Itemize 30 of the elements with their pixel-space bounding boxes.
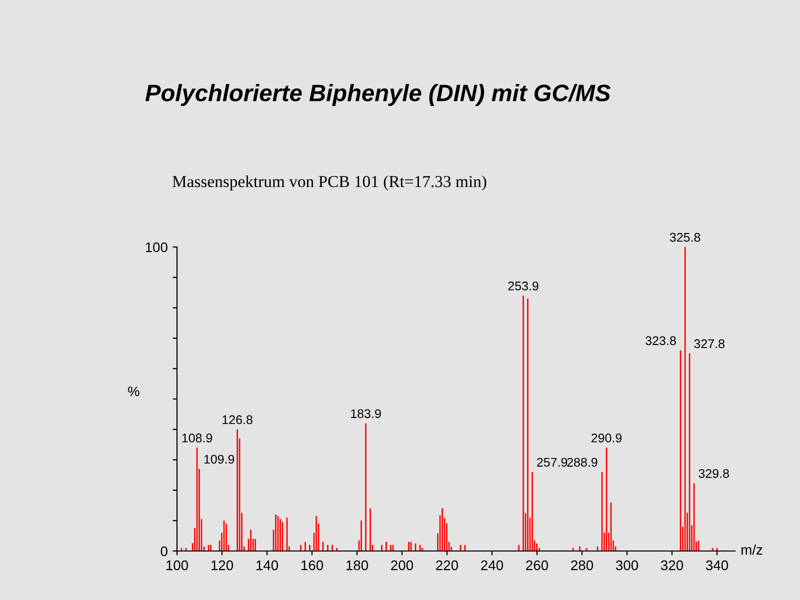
annotation: 327.8: [694, 339, 724, 348]
x-tick-label: 160: [301, 560, 324, 570]
annotation: 126.8: [222, 415, 252, 424]
x-tick-label: 180: [346, 560, 368, 570]
x-tick-label: 220: [436, 560, 458, 570]
annotation: 183.9: [351, 409, 381, 418]
annotation: 257.9: [537, 458, 568, 467]
x-tick-label: 100: [166, 560, 188, 570]
annotation: 253.9: [508, 282, 538, 290]
x-tick-label: 260: [526, 560, 548, 570]
chart-title: Polychlorierte Biphenyle (DIN) mit GC/MS: [145, 84, 610, 106]
x-axis-title: m/z: [742, 544, 762, 555]
annotation: 288.9: [567, 458, 598, 467]
x-tick-label: 120: [211, 560, 234, 570]
x-tick-label: 200: [391, 560, 414, 570]
annotation: 290.9: [592, 434, 622, 442]
annotation: 323.8: [646, 336, 676, 346]
x-tick-label: 340: [706, 560, 728, 570]
chart-subtitle: Massenspektrum von PCB 101 (Rt=17.33 min): [172, 175, 486, 191]
x-tick-label: 280: [571, 560, 594, 570]
annotation: 109.9: [204, 454, 234, 464]
x-tick-label: 240: [481, 560, 504, 570]
annotation: 329.8: [698, 469, 729, 478]
x-tick-label: 300: [616, 560, 638, 570]
x-tick-label: 320: [660, 560, 684, 570]
y-axis-title: %: [128, 386, 140, 396]
y-tick-label: 0: [160, 546, 168, 556]
annotation: 108.9: [182, 434, 212, 442]
annotation: 325.8: [670, 232, 700, 242]
x-tick-label: 140: [256, 560, 278, 570]
